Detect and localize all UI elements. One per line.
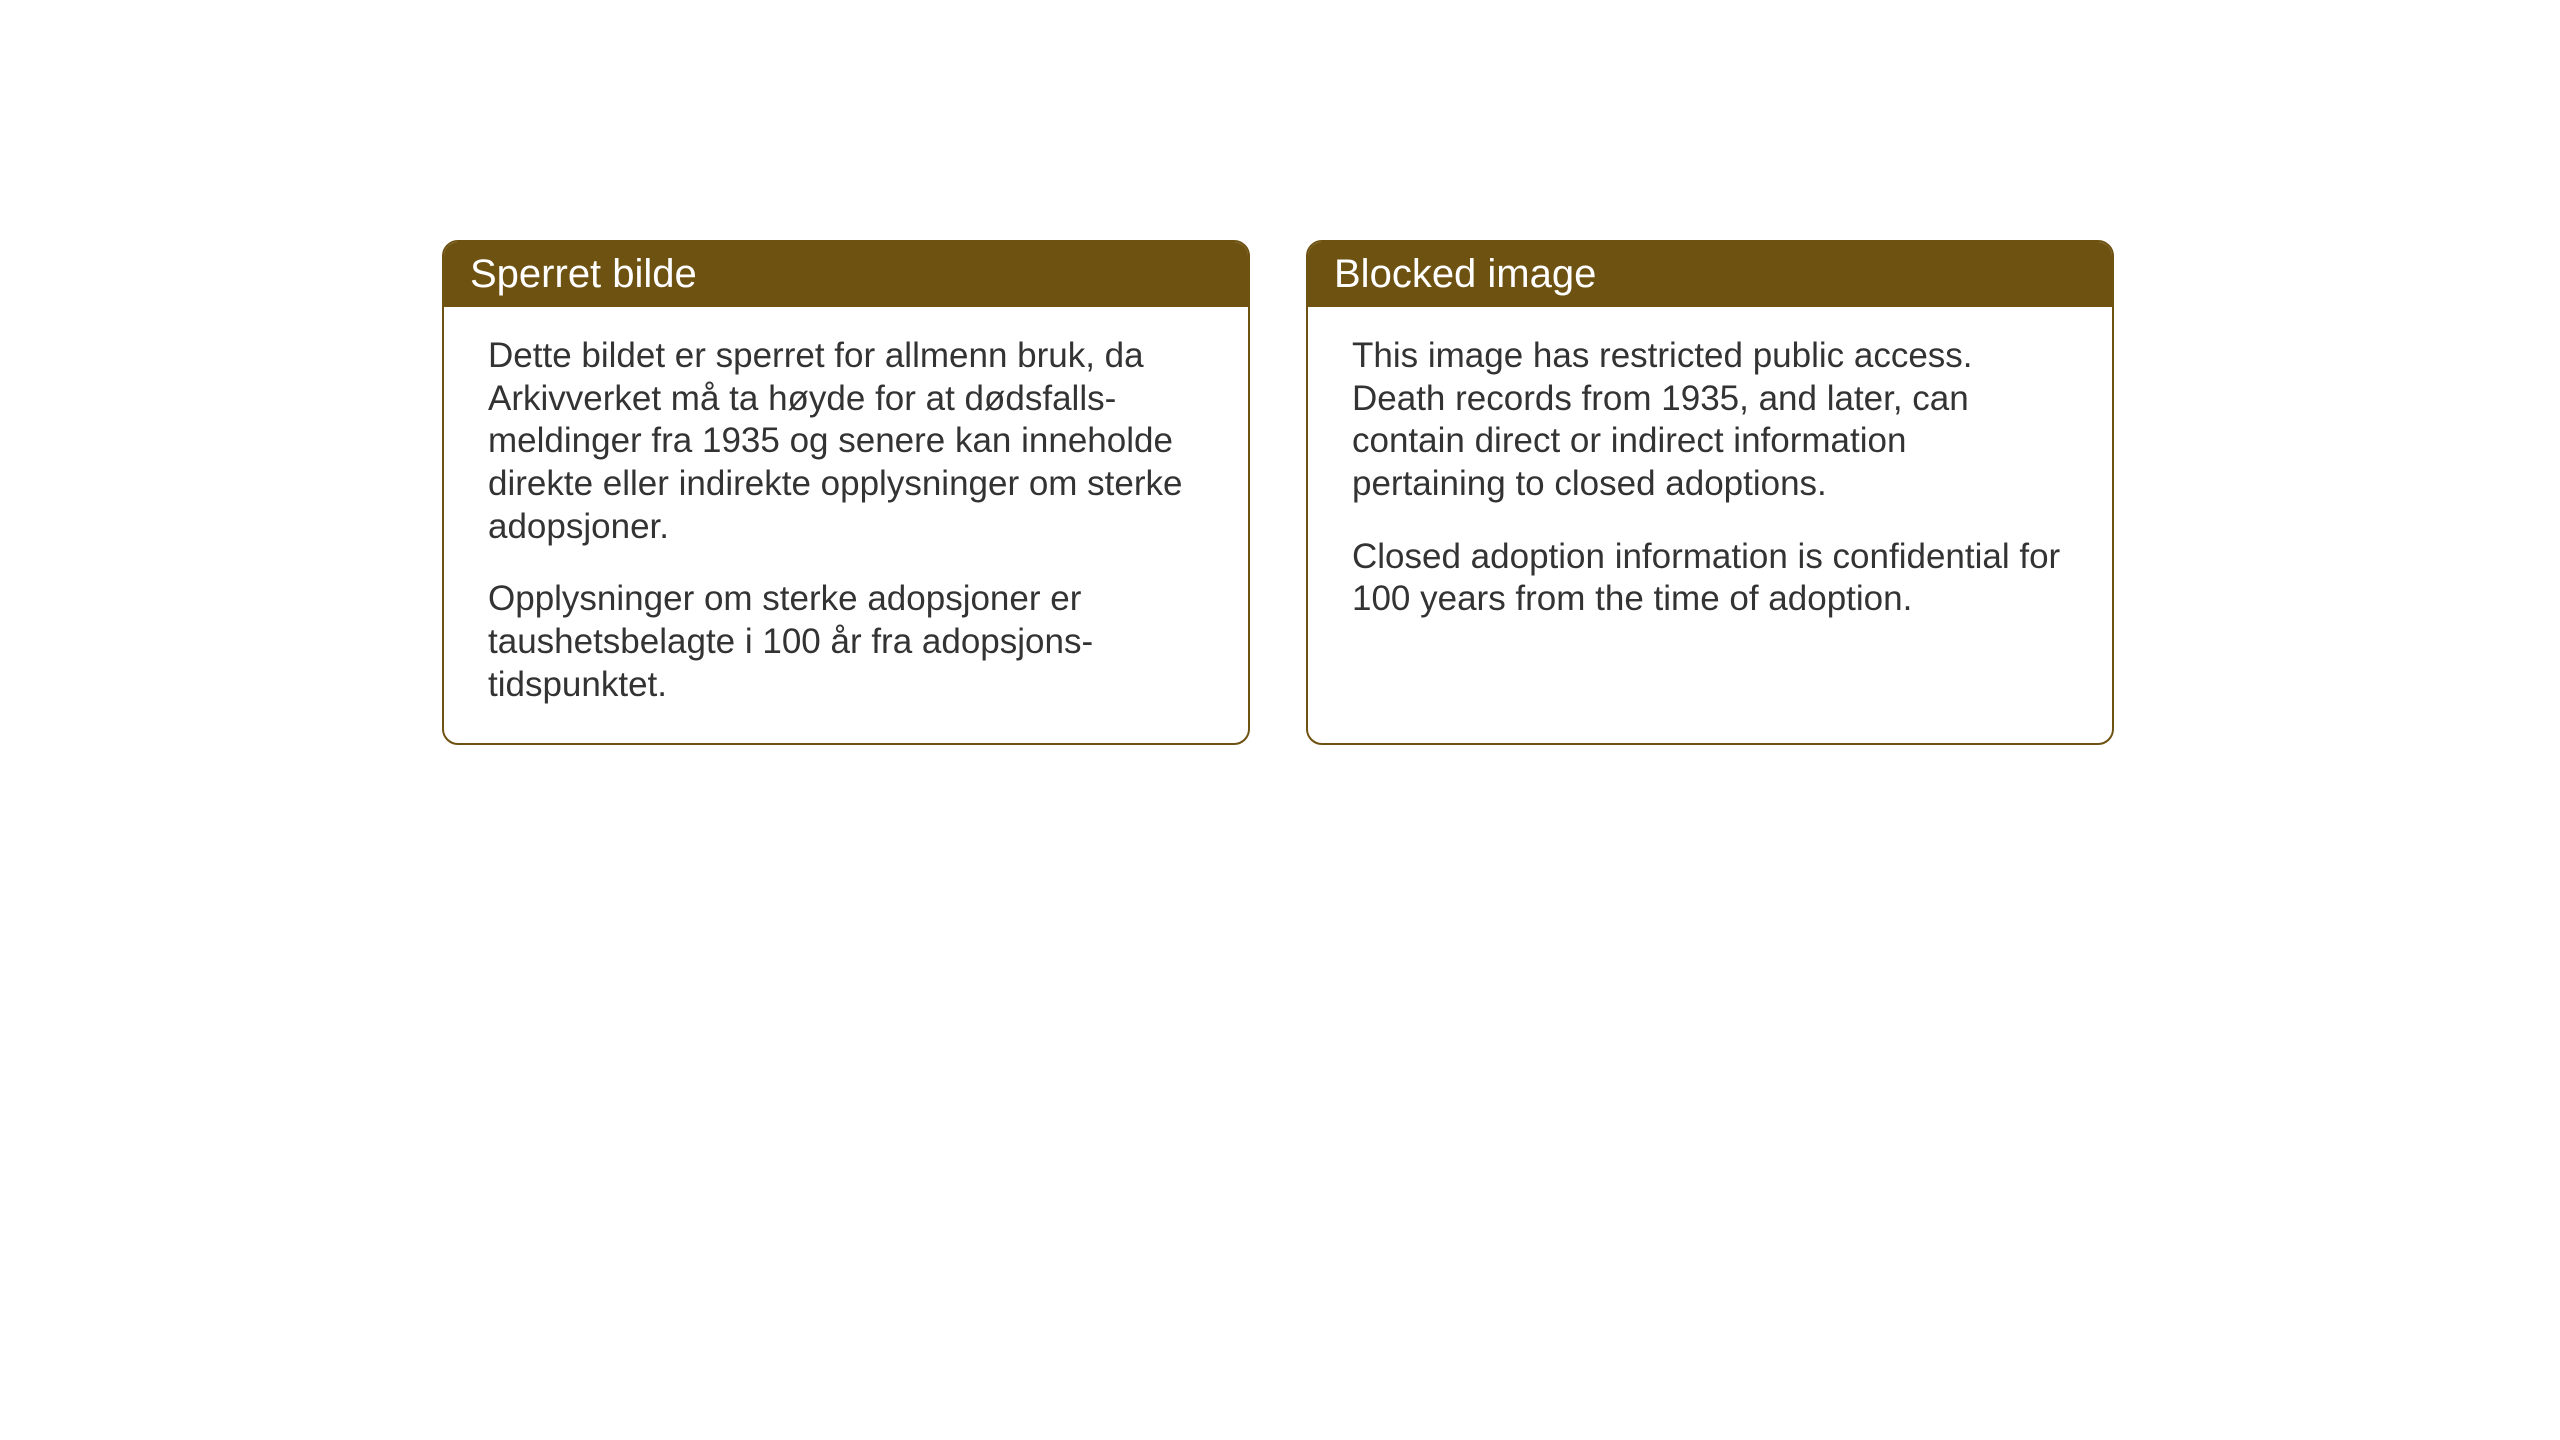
- paragraph-2-norwegian: Opplysninger om sterke adopsjoner er tau…: [488, 578, 1204, 706]
- paragraph-1-english: This image has restricted public access.…: [1352, 335, 2068, 506]
- paragraph-2-english: Closed adoption information is confident…: [1352, 536, 2068, 621]
- card-header-english: Blocked image: [1308, 242, 2112, 307]
- card-norwegian: Sperret bilde Dette bildet er sperret fo…: [442, 240, 1250, 745]
- card-title-norwegian: Sperret bilde: [470, 252, 697, 296]
- card-english: Blocked image This image has restricted …: [1306, 240, 2114, 745]
- card-body-english: This image has restricted public access.…: [1308, 307, 2112, 657]
- card-header-norwegian: Sperret bilde: [444, 242, 1248, 307]
- card-title-english: Blocked image: [1334, 252, 1596, 296]
- card-body-norwegian: Dette bildet er sperret for allmenn bruk…: [444, 307, 1248, 743]
- cards-container: Sperret bilde Dette bildet er sperret fo…: [442, 240, 2114, 745]
- paragraph-1-norwegian: Dette bildet er sperret for allmenn bruk…: [488, 335, 1204, 548]
